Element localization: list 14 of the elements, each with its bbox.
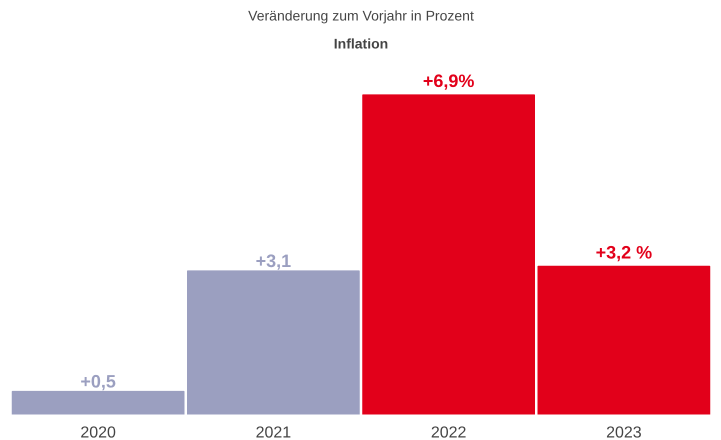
bar	[187, 270, 360, 414]
x-tick-label: 2020	[80, 424, 116, 440]
data-label: +3,2 %	[596, 242, 652, 262]
chart-subtitle: Veränderung zum Vorjahr in Prozent	[248, 8, 474, 24]
chart-title: Inflation	[334, 36, 388, 52]
x-tick-label: 2023	[606, 424, 642, 440]
data-label: +6,9%	[422, 70, 474, 91]
data-label: +0,5	[80, 371, 116, 392]
x-tick-label: 2022	[430, 424, 467, 440]
bar	[362, 94, 535, 414]
bar	[12, 390, 184, 414]
data-label: +3,1	[256, 250, 292, 271]
x-tick-label: 2021	[256, 424, 292, 440]
bar	[538, 266, 710, 414]
